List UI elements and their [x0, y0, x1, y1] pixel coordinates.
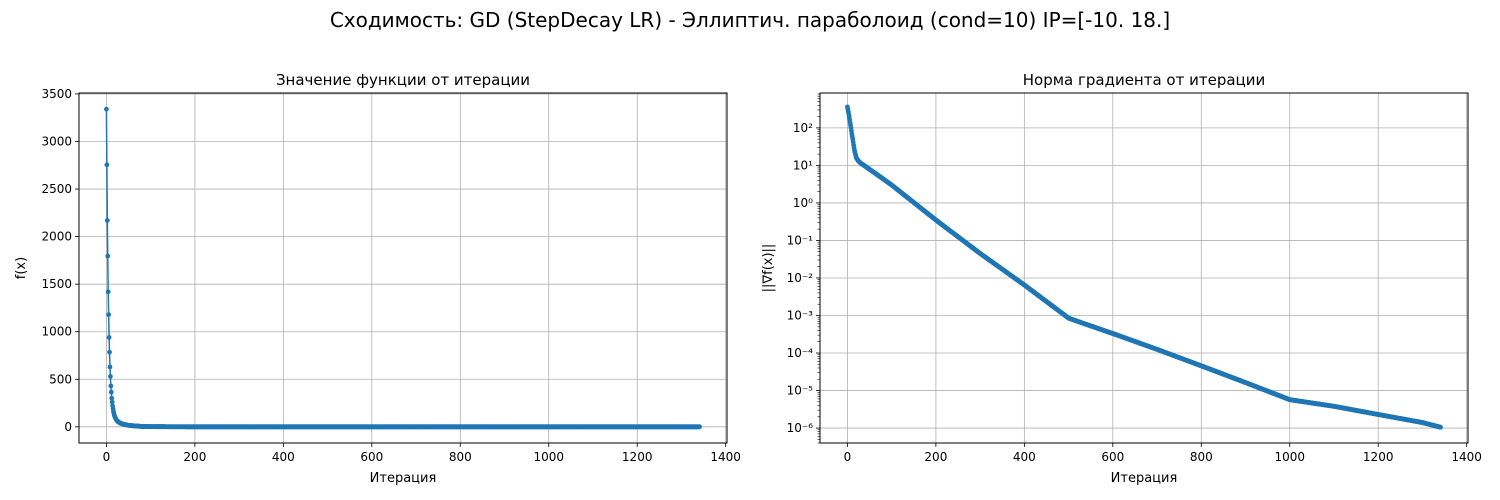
chart-left-series-0-point-10 — [108, 383, 114, 389]
chart-left-series-0-point-12 — [109, 395, 115, 401]
chart-left-series-0-point-13 — [109, 399, 115, 405]
chart-right-xtick-label-0: 0 — [844, 450, 852, 464]
chart-right-y-ticks: 10⁻⁶ 10⁻⁵ 10⁻⁴ 10⁻³ 10⁻² 10⁻¹ 10⁰ 10¹ 10² — [787, 93, 820, 444]
chart-left-series-0-point-8 — [107, 364, 113, 370]
chart-left: 0 200 400 600 800 1000 1200 1400 0 500 1000 1500 20… — [14, 71, 741, 486]
chart-left-frame — [78, 92, 728, 444]
chart-right-xtick-label-6: 1200 — [1363, 450, 1394, 464]
chart-left-xtick-label-2: 400 — [272, 450, 295, 464]
chart-right-xtick-label-3: 600 — [1101, 450, 1124, 464]
chart-left-ytick-label-5: 2500 — [41, 182, 72, 196]
chart-right-xtick-label-2: 400 — [1013, 450, 1036, 464]
chart-left-grid — [79, 93, 727, 443]
chart-left-xtick-label-5: 1000 — [533, 450, 564, 464]
chart-right-ytick-label-7: 10¹ — [793, 158, 813, 172]
chart-right-xtick-label-1: 200 — [924, 450, 947, 464]
chart-right-ytick-label-8: 10² — [793, 121, 813, 135]
chart-left-xtick-label-3: 600 — [360, 450, 383, 464]
chart-right-ytick-label-6: 10⁰ — [793, 196, 813, 210]
chart-right-ytick-label-5: 10⁻¹ — [787, 233, 814, 247]
chart-right-grid — [820, 93, 1468, 443]
chart-left-ytick-label-4: 2000 — [41, 230, 72, 244]
figure-suptitle: Сходимость: GD (StepDecay LR) - Эллиптич… — [330, 8, 1170, 32]
chart-left-y-ticks: 0 500 1000 1500 2000 2500 3000 3500 — [41, 87, 79, 434]
chart-left-series-0-point-1 — [104, 162, 110, 168]
chart-right-series — [845, 104, 1443, 430]
chart-left-series-0-point-7 — [107, 349, 112, 355]
chart-right-ytick-label-3: 10⁻³ — [787, 308, 814, 322]
chart-right-ytick-label-1: 10⁻⁵ — [787, 384, 814, 398]
chart-right-x-ticks: 0 200 400 600 800 1000 1200 1400 — [844, 443, 1482, 464]
chart-left-ytick-label-3: 1500 — [41, 277, 72, 291]
chart-left-xtick-label-6: 1200 — [622, 450, 653, 464]
chart-left-series-0-point-11 — [108, 389, 114, 395]
chart-right: 0 200 400 600 800 1000 1200 1400 10⁻⁶10⁻⁵10⁻⁴10… — [761, 71, 1482, 486]
chart-right-xtick-label-7: 1400 — [1451, 450, 1482, 464]
chart-left-title: Значение функции от итерации — [276, 71, 530, 89]
chart-left-series-0-point-2 — [104, 218, 110, 223]
chart-left-xtick-label-7: 1400 — [710, 450, 741, 464]
chart-left-ytick-label-6: 3000 — [41, 135, 72, 149]
chart-left-series-0-point-3 — [105, 253, 111, 259]
chart-left-series-0-point-0 — [104, 106, 109, 112]
chart-left-series-0-point-5 — [106, 312, 112, 317]
chart-left-series-0-point-6 — [106, 335, 112, 340]
chart-left-xtick-label-1: 200 — [183, 450, 206, 464]
chart-right-xtick-label-5: 1000 — [1274, 450, 1305, 464]
chart-left-xtick-label-0: 0 — [103, 450, 111, 464]
chart-right-xlabel: Итерация — [1111, 471, 1178, 486]
chart-left-ytick-label-0: 0 — [64, 420, 72, 434]
chart-right-frame — [819, 92, 1469, 444]
chart-right-ytick-label-2: 10⁻⁴ — [787, 346, 814, 360]
chart-left-series-0-point-9 — [108, 374, 113, 379]
chart-right-series-0-point-1341 — [1438, 424, 1443, 430]
chart-left-xtick-label-4: 800 — [449, 450, 472, 464]
chart-right-title: Норма градиента от итерации — [1023, 71, 1266, 89]
chart-left-xlabel: Итерация — [370, 471, 437, 486]
chart-left-ytick-label-2: 1000 — [41, 325, 72, 339]
chart-left-ytick-label-1: 500 — [49, 372, 72, 386]
chart-right-series-0-line — [846, 106, 1441, 428]
chart-right-ytick-label-4: 10⁻² — [787, 271, 814, 285]
chart-left-ytick-label-7: 3500 — [41, 87, 72, 101]
chart-left-series-0-point-1341 — [697, 424, 702, 430]
chart-right-ytick-label-0: 10⁻⁶ — [787, 421, 814, 435]
chart-left-series-0-point-4 — [105, 289, 111, 295]
chart-left-x-ticks: 0 200 400 600 800 1000 1200 1400 — [103, 443, 741, 464]
chart-left-ylabel: f(x) — [14, 257, 29, 279]
chart-left-series — [104, 106, 702, 430]
chart-right-xtick-label-4: 800 — [1190, 450, 1213, 464]
chart-right-ylabel: ||∇f(x)|| — [761, 244, 776, 293]
